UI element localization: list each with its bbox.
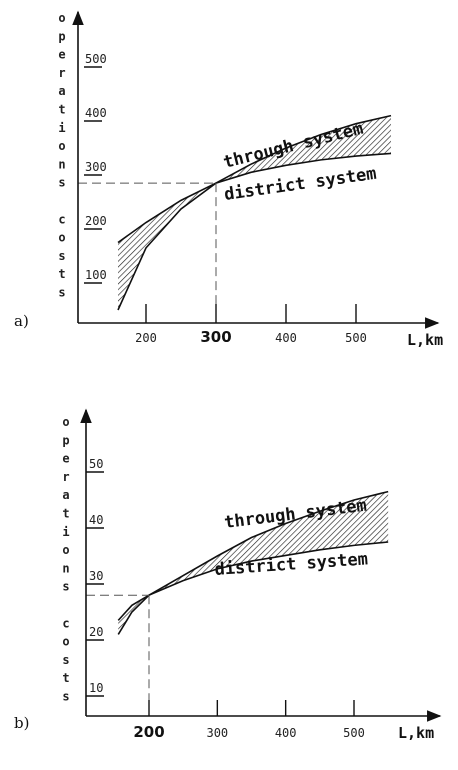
- district-system-curve: [117, 541, 389, 635]
- y-axis-label-letter: s: [62, 653, 69, 667]
- through-system-curve: [117, 114, 392, 244]
- y-tick-label: 10: [89, 681, 103, 695]
- y-axis-label-letter: o: [62, 543, 69, 557]
- y-axis-label-letter: i: [58, 121, 65, 135]
- x-tick-label: 400: [275, 331, 297, 345]
- panel-label: b): [14, 714, 29, 732]
- x-tick-label: 500: [345, 331, 367, 345]
- y-axis-label-letter: o: [58, 231, 65, 245]
- y-axis-label-letter: i: [62, 525, 69, 539]
- y-tick-label: 50: [89, 457, 103, 471]
- y-axis-label-letter: r: [58, 66, 65, 80]
- x-tick-label: 500: [343, 726, 365, 740]
- y-axis-label-letter: s: [58, 176, 65, 190]
- y-axis-label-letter: e: [58, 48, 65, 62]
- y-axis-label-letter: t: [58, 267, 65, 281]
- y-axis-label-letter: n: [58, 157, 65, 171]
- x-axis-label: L,km: [407, 331, 443, 349]
- y-axis-label-letter: t: [62, 507, 69, 521]
- y-axis-label-letter: e: [62, 452, 69, 466]
- y-tick-label: 40: [89, 513, 103, 527]
- y-tick-label: 30: [89, 569, 103, 583]
- y-axis-label-letter: o: [62, 415, 69, 429]
- x-tick-label: 300: [206, 726, 228, 740]
- y-axis-label-letter: o: [62, 635, 69, 649]
- y-axis-label-letter: p: [62, 433, 69, 447]
- y-axis-label-letter: n: [62, 561, 69, 575]
- through-system-curve: [117, 490, 389, 621]
- y-axis-label-letter: r: [62, 470, 69, 484]
- x-tick-label: 200: [135, 331, 157, 345]
- x-tick-label-highlighted: 300: [200, 328, 231, 346]
- y-tick-label: 100: [85, 268, 107, 282]
- y-axis-label-letter: t: [58, 103, 65, 117]
- y-tick-label: 500: [85, 52, 107, 66]
- x-tick-label: 400: [275, 726, 297, 740]
- y-axis-label-letter: a: [58, 84, 65, 98]
- y-axis-label-letter: s: [58, 249, 65, 263]
- y-tick-label: 20: [89, 625, 103, 639]
- y-axis-label-letter: a: [62, 488, 69, 502]
- x-axis-label: L,km: [398, 724, 434, 742]
- y-axis-label-letter: s: [62, 690, 69, 704]
- panel-label: a): [14, 312, 29, 330]
- y-axis-label-letter: o: [58, 139, 65, 153]
- y-tick-label: 400: [85, 106, 107, 120]
- y-axis-label-letter: c: [58, 212, 65, 226]
- y-axis-label-letter: o: [58, 11, 65, 25]
- x-tick-label-highlighted: 200: [133, 723, 164, 741]
- y-tick-label: 300: [85, 160, 107, 174]
- y-tick-label: 200: [85, 214, 107, 228]
- hatched-area: [118, 115, 391, 310]
- y-axis-label-letter: p: [58, 29, 65, 43]
- y-axis-label-letter: c: [62, 616, 69, 630]
- district-system-curve: [117, 152, 392, 311]
- hatched-area: [118, 491, 389, 635]
- y-axis-label-letter: s: [58, 286, 65, 300]
- y-axis-label-letter: s: [62, 580, 69, 594]
- y-axis-label-letter: t: [62, 671, 69, 685]
